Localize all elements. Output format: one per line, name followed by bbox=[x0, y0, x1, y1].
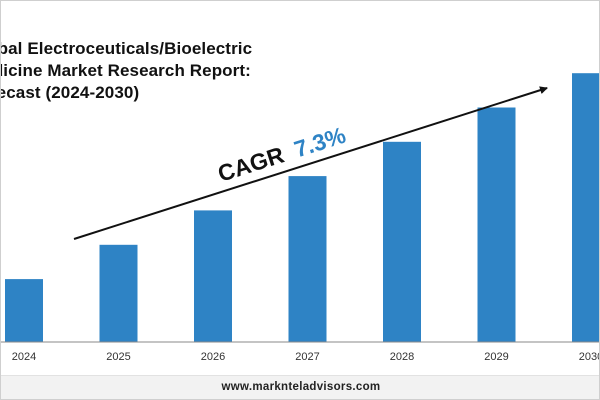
footer-url: www.marknteladvisors.com bbox=[221, 381, 381, 393]
cagr-label-text: CAGR bbox=[215, 141, 288, 186]
bars-group bbox=[5, 73, 599, 342]
bar-2024 bbox=[5, 279, 43, 342]
bar-2027 bbox=[288, 176, 327, 342]
bar-2025 bbox=[99, 244, 138, 342]
bar-2030 bbox=[572, 73, 599, 342]
x-tick-label-2024: 2024 bbox=[12, 351, 36, 363]
bar-2028 bbox=[383, 141, 421, 342]
x-tick-label-2030: 2030 bbox=[579, 351, 600, 363]
x-tick-label-2027: 2027 bbox=[295, 351, 319, 363]
cagr-annotation: CAGR 7.3% bbox=[215, 122, 349, 187]
x-tick-label-2026: 2026 bbox=[201, 351, 225, 363]
x-tick-labels: 2024 2025 2026 2027 2028 2029 2030 bbox=[12, 351, 600, 363]
cagr-value-text: 7.3% bbox=[291, 122, 349, 163]
chart-title-line-1: Global Electroceuticals/Bioelectric bbox=[0, 39, 253, 58]
x-tick-label-2025: 2025 bbox=[106, 351, 130, 363]
cagr-trend-arrow bbox=[73, 86, 548, 240]
bar-2029 bbox=[477, 107, 516, 342]
chart-title-line-3: Forecast (2024-2030) bbox=[1, 83, 140, 102]
bar-2026 bbox=[194, 210, 232, 342]
chart-title-line-2: Medicine Market Research Report: bbox=[1, 61, 251, 80]
x-tick-label-2029: 2029 bbox=[484, 351, 508, 363]
footer-bar bbox=[1, 375, 599, 399]
x-tick-label-2028: 2028 bbox=[390, 351, 414, 363]
